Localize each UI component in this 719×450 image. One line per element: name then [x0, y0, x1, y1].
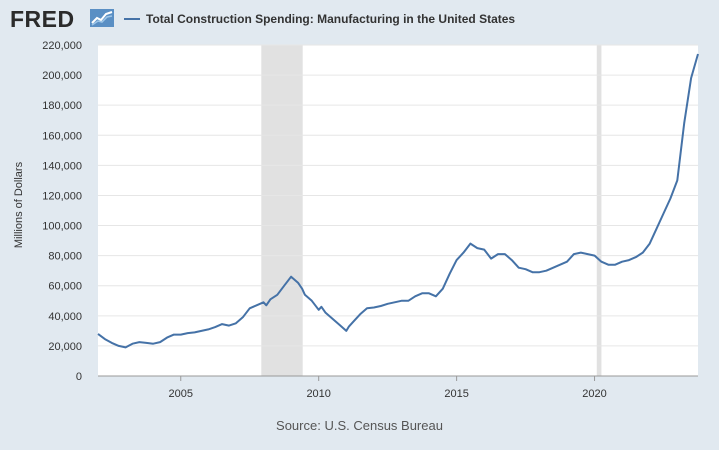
legend-label: Total Construction Spending: Manufacturi… — [146, 12, 516, 26]
legend[interactable]: Total Construction Spending: Manufacturi… — [124, 12, 515, 26]
y-tick-label: 20,000 — [48, 341, 82, 353]
plot-area — [98, 45, 698, 376]
fred-logo[interactable]: FRED — [10, 6, 75, 32]
recession-band — [596, 45, 602, 376]
y-tick-label: 60,000 — [48, 281, 82, 293]
y-tick-label: 200,000 — [42, 70, 82, 82]
source-note: Source: U.S. Census Bureau — [276, 418, 443, 433]
y-tick-label: 0 — [76, 371, 82, 383]
series-line[interactable] — [97, 53, 699, 349]
header: FRED Total Construction Spending: Manufa… — [0, 0, 719, 40]
y-tick-label: 220,000 — [42, 40, 82, 52]
y-tick-label: 100,000 — [42, 221, 82, 233]
y-tick-label: 160,000 — [42, 130, 82, 142]
fred-chart-icon — [90, 9, 114, 27]
y-tick-label: 120,000 — [42, 190, 82, 202]
legend-swatch — [124, 18, 140, 20]
y-tick-label: 180,000 — [42, 100, 82, 112]
x-tick-label: 2015 — [444, 388, 468, 400]
x-tick-label: 2010 — [306, 388, 330, 400]
y-tick-label: 40,000 — [48, 311, 82, 323]
recession-bands — [261, 45, 602, 376]
y-tick-label: 80,000 — [48, 251, 82, 263]
x-tick-label: 2005 — [169, 388, 193, 400]
recession-band — [261, 45, 303, 376]
y-axis-ticks: 0 20,000 40,000 60,000 80,000 100,000 120,000 1… — [42, 40, 82, 383]
y-tick-label: 140,000 — [42, 160, 82, 172]
x-axis-ticks: 2005 2010 2015 2020 — [169, 376, 607, 400]
x-tick-label: 2020 — [582, 388, 606, 400]
